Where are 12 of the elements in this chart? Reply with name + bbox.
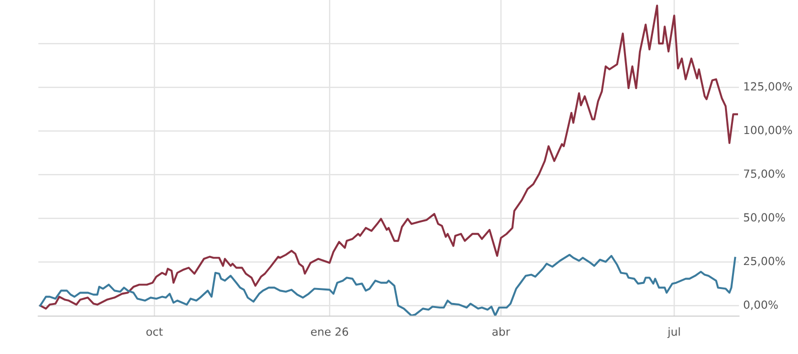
x-tick-label: oct <box>146 328 163 336</box>
x-tick-label: ene 26 <box>311 327 348 336</box>
y-tick-label: 50,00% <box>744 213 785 223</box>
x-tick-label: jul <box>667 327 680 338</box>
y-tick-label: 100,00% <box>744 126 792 136</box>
y-tick-label: 0,00% <box>744 300 778 310</box>
x-tick-label: abr <box>492 327 510 336</box>
y-tick-label: 25,00% <box>744 256 785 266</box>
line-series <box>39 254 736 316</box>
line-series <box>39 4 738 310</box>
y-tick-label: 125,00% <box>744 82 792 92</box>
y-tick-label: 75,00% <box>744 169 785 180</box>
